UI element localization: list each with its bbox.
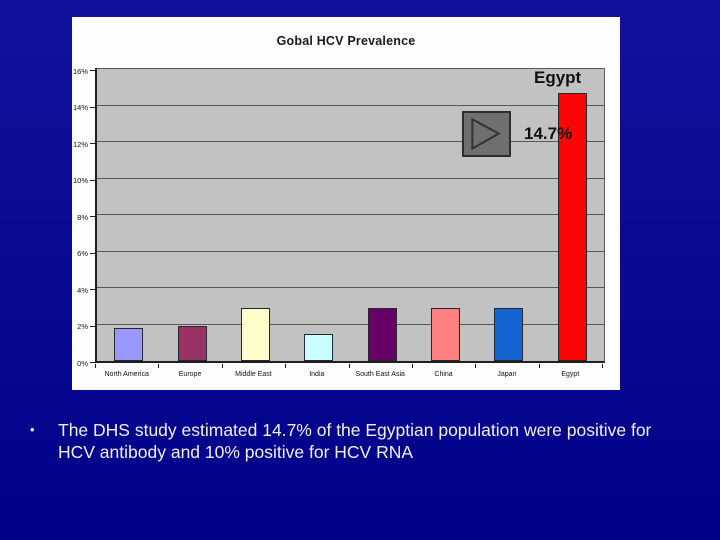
x-tick-mark [602,364,603,368]
x-tick-mark [411,364,413,368]
chart-bar-north-america [114,328,144,361]
x-category-label: China [434,371,453,378]
y-tick-mark [90,325,95,327]
x-category-label: North America [104,371,149,378]
play-button[interactable] [462,111,511,157]
y-tick-label: 10% [72,175,88,185]
y-tick-mark [90,289,95,290]
egypt-annotation-label: Egypt [534,68,582,87]
y-gridline [97,177,604,179]
x-category-label: South East Asia [355,371,405,378]
bullet-marker: • [30,422,35,437]
chart-bar-china [431,308,461,361]
chart-bar-middle-east [240,308,270,361]
chart-title: Gobal HCV Prevalence [276,34,416,48]
y-tick-label: 2% [77,321,88,331]
chart-bar-south-east-asia [367,308,397,361]
x-tick-mark [348,364,350,368]
x-tick-mark [158,364,160,368]
x-category-label: Middle East [235,371,272,378]
x-tick-mark [475,364,477,368]
x-category-label: Europe [178,371,202,378]
y-tick-mark [90,70,95,71]
y-gridline [97,250,604,252]
y-tick-mark [90,216,95,217]
bullet-item: • The DHS study estimated 14.7% of the E… [30,419,698,463]
chart-bar-japan [494,308,524,361]
x-tick-mark [95,364,96,368]
x-category-label: Japan [497,371,517,378]
chart-bar-egypt [557,92,587,361]
egypt-annotation-value: 14.7% [524,124,573,143]
x-axis: North America Europe Middle East India South… [95,364,605,382]
x-category-label: Egypt [561,371,580,378]
x-tick-mark [285,364,287,368]
y-gridline [97,141,604,142]
x-tick-mark [221,364,223,368]
y-gridline [97,214,604,215]
y-tick-mark [90,362,95,363]
y-tick-label: 14% [72,102,88,112]
x-category-label: India [309,371,325,378]
chart-bar-europe [177,326,207,361]
y-tick-label: 6% [77,248,88,258]
y-gridline [97,287,604,288]
y-gridline [97,104,604,106]
x-tick-mark [538,364,540,368]
y-tick-label: 12% [72,139,88,149]
y-tick-mark [90,143,95,144]
y-tick-mark [90,252,95,254]
y-tick-mark [90,106,95,108]
y-tick-label: 16% [72,66,88,76]
chart-bar-india [304,333,334,361]
y-gridline [97,323,604,325]
chart-panel: Gobal HCV Prevalence 0% 2% 4% 6% 8% 10% 12% 14%… [72,17,620,390]
bullet-text: The DHS study estimated 14.7% of the Egy… [58,420,652,462]
y-tick-label: 4% [77,285,88,295]
play-icon [464,113,509,155]
y-tick-mark [90,179,95,181]
y-tick-label: 8% [77,212,88,222]
y-tick-label: 0% [77,358,88,368]
plot-area [95,68,605,363]
